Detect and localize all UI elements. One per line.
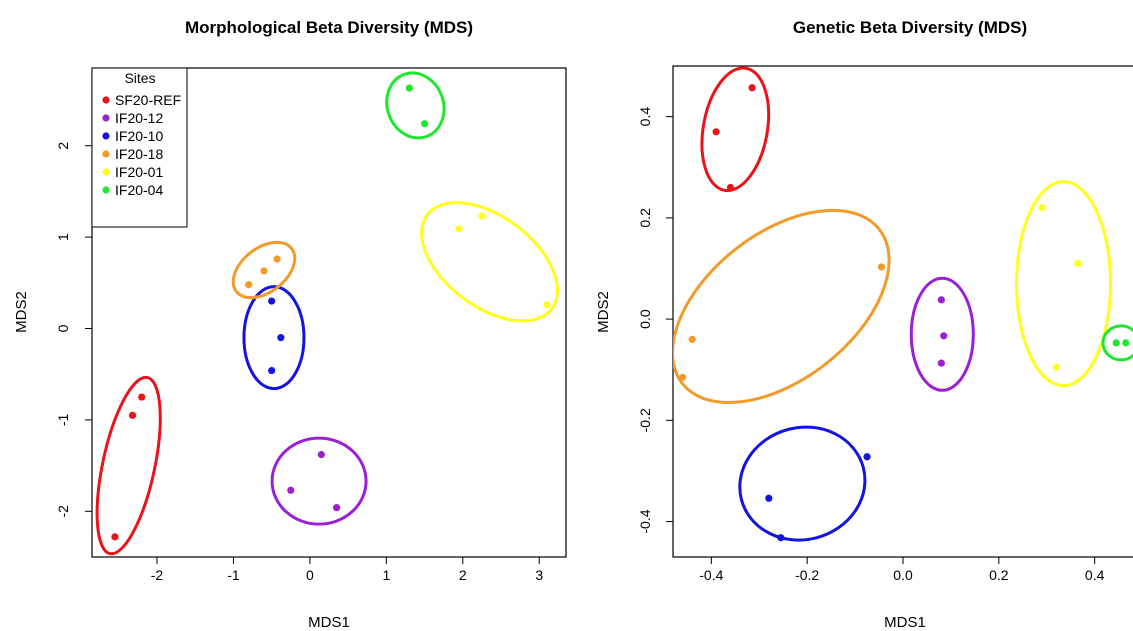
data-point: [268, 297, 276, 305]
y-tick-label: -0.2: [637, 408, 653, 432]
chart-title: Morphological Beta Diversity (MDS): [185, 18, 473, 37]
group-ellipse: [242, 285, 306, 391]
legend-marker: [102, 168, 110, 176]
data-point: [877, 263, 886, 271]
data-point: [688, 335, 696, 343]
data-point: [777, 534, 785, 542]
y-tick-label: 1: [55, 233, 71, 241]
data-point: [543, 301, 551, 309]
legend-marker: [102, 132, 110, 140]
group-ellipse: [95, 375, 162, 556]
y-tick-label: -2: [55, 505, 71, 518]
data-point: [1074, 259, 1082, 268]
legend-label: SF20-REF: [115, 92, 181, 108]
y-tick-label: -0.4: [637, 509, 653, 533]
data-point: [863, 453, 871, 461]
legend-marker: [102, 186, 110, 194]
legend-label: IF20-18: [115, 146, 163, 162]
data-point: [765, 494, 773, 502]
data-point: [273, 255, 281, 263]
y-tick-label: 0.4: [637, 107, 653, 127]
data-point: [726, 183, 735, 192]
group-ellipse: [1015, 180, 1113, 388]
legend-label: IF20-12: [115, 110, 163, 126]
y-tick-label: 2: [55, 142, 71, 150]
legend-label: IF20-01: [115, 164, 163, 180]
group-ellipse: [738, 425, 867, 542]
y-tick-label: 0.0: [637, 309, 653, 329]
group-ellipse: [385, 71, 446, 140]
data-points: [111, 84, 551, 541]
data-point: [405, 84, 413, 92]
data-point: [478, 212, 486, 220]
y-tick-label: 0.2: [637, 208, 653, 228]
x-tick-label: -0.4: [699, 567, 723, 583]
data-point: [111, 533, 119, 541]
x-tick-label: 0.0: [893, 567, 913, 583]
data-point: [333, 504, 341, 512]
x-tick-label: 0: [306, 567, 314, 583]
morphological-mds-chart: Morphological Beta Diversity (MDS) MDS1 …: [13, 18, 567, 631]
data-point: [1112, 339, 1120, 347]
plot-frame: [672, 65, 1133, 558]
data-point: [245, 281, 253, 289]
x-axis-label: MDS1: [308, 614, 350, 631]
x-tick-label: 2: [459, 567, 467, 583]
y-axis-label: MDS2: [595, 291, 612, 333]
data-point: [937, 296, 945, 304]
x-tick-label: 0.2: [989, 567, 1009, 583]
legend-label: IF20-10: [115, 128, 163, 144]
data-point: [678, 373, 687, 381]
group-ellipse: [1101, 324, 1133, 362]
axes: -0.4 -0.2 0.0 0.2 0.4 -0.4 -0.2 0.0 0.2 0.4: [637, 107, 1105, 583]
x-tick-label: 0.4: [1085, 567, 1105, 583]
x-tick-label: -0.2: [795, 567, 819, 583]
data-point: [268, 366, 276, 375]
data-point: [128, 411, 137, 419]
group-ellipse: [673, 208, 891, 405]
data-point: [317, 451, 325, 459]
x-tick-label: 1: [382, 567, 390, 583]
data-point: [277, 334, 285, 342]
x-tick-label: 3: [535, 567, 543, 583]
genetic-mds-chart: Genetic Beta Diversity (MDS) MDS1 MDS2 -…: [595, 18, 1133, 631]
group-ellipse: [909, 276, 975, 392]
data-point: [455, 225, 463, 233]
legend-box: [91, 67, 188, 228]
y-axis-label: MDS2: [13, 291, 30, 333]
group-ellipses: [673, 66, 1133, 542]
data-point: [940, 332, 948, 340]
legend-marker: [102, 114, 110, 122]
legend-marker: [102, 96, 110, 104]
axes: -2 -1 0 1 2 3 -2 -1 0 1 2: [55, 142, 543, 583]
legend-marker: [102, 150, 110, 158]
group-ellipses: [95, 71, 559, 556]
data-point: [420, 120, 429, 128]
group-ellipse: [420, 201, 559, 323]
x-axis-label: MDS1: [884, 614, 926, 631]
data-point: [287, 486, 295, 494]
group-ellipse: [700, 66, 771, 193]
group-ellipse: [231, 240, 297, 300]
data-point: [712, 128, 720, 136]
data-point: [260, 267, 268, 275]
data-point: [1052, 363, 1060, 371]
data-points: [678, 84, 1130, 542]
data-point: [748, 84, 756, 92]
chart-title: Genetic Beta Diversity (MDS): [793, 18, 1027, 37]
x-tick-label: -1: [227, 567, 240, 583]
y-tick-label: -1: [55, 413, 71, 426]
data-point: [937, 359, 945, 367]
legend-title: Sites: [124, 70, 155, 86]
data-point: [138, 393, 146, 401]
group-ellipse: [270, 436, 368, 526]
legend-label: IF20-04: [115, 182, 163, 198]
legend: Sites SF20-REF IF20-12 IF20-10 IF20-18 IF20-…: [91, 67, 188, 228]
plot-frame: [91, 67, 567, 558]
data-point: [1038, 204, 1046, 212]
x-tick-label: -2: [151, 567, 164, 583]
data-point: [1122, 339, 1130, 347]
y-tick-label: 0: [55, 324, 71, 332]
